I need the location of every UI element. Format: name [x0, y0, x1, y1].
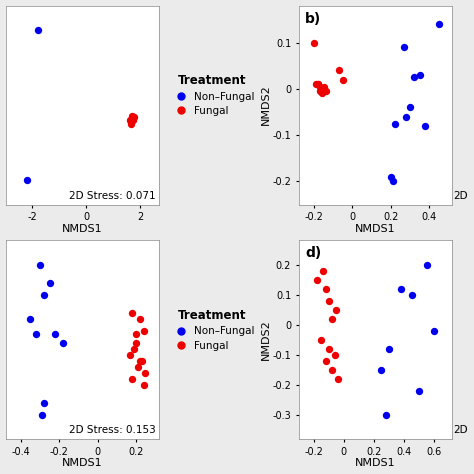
Point [36, 261, 44, 268]
Point [410, 73, 418, 81]
Point [316, 83, 324, 91]
Point [389, 178, 397, 185]
Point [128, 120, 135, 128]
X-axis label: NMDS1: NMDS1 [355, 458, 396, 468]
Point [312, 81, 320, 88]
Point [318, 90, 326, 97]
Point [391, 120, 399, 128]
Point [334, 375, 342, 383]
Point [430, 327, 438, 335]
Point [322, 357, 330, 365]
Point [132, 330, 140, 337]
Point [140, 382, 147, 389]
Point [319, 267, 327, 274]
Point [128, 116, 136, 123]
Point [46, 279, 54, 286]
Point [339, 76, 346, 83]
Point [325, 345, 333, 353]
Text: 2D Stress: 0.153: 2D Stress: 0.153 [69, 426, 156, 436]
Point [423, 261, 430, 268]
Point [401, 44, 408, 51]
Text: b): b) [305, 11, 321, 26]
Point [136, 315, 144, 323]
Point [126, 116, 134, 124]
Point [138, 357, 146, 365]
Point [130, 345, 138, 353]
Point [328, 315, 336, 323]
Text: d): d) [305, 246, 321, 260]
Point [40, 400, 48, 407]
Point [34, 27, 42, 34]
Legend: Non–Fungal, Fungal: Non–Fungal, Fungal [167, 71, 258, 119]
Point [136, 357, 144, 365]
X-axis label: NMDS1: NMDS1 [62, 458, 102, 468]
Point [127, 351, 134, 359]
Text: 2D: 2D [454, 426, 468, 436]
Point [23, 176, 31, 183]
Point [322, 285, 330, 292]
Y-axis label: NMDS2: NMDS2 [261, 319, 271, 360]
Point [378, 366, 385, 374]
Point [408, 291, 415, 299]
Point [318, 87, 326, 95]
Point [421, 122, 429, 130]
Point [382, 411, 390, 419]
Point [320, 83, 328, 91]
Point [128, 309, 136, 317]
Point [397, 285, 405, 292]
Point [127, 118, 135, 126]
Point [313, 276, 320, 283]
Point [128, 118, 135, 126]
Point [335, 66, 343, 74]
Point [325, 297, 333, 305]
Point [328, 366, 336, 374]
Point [387, 173, 395, 181]
Point [129, 114, 137, 121]
Point [310, 39, 318, 46]
Point [27, 315, 34, 323]
Point [132, 339, 140, 347]
Point [129, 117, 137, 124]
Point [318, 336, 325, 344]
Point [314, 81, 322, 88]
Point [322, 87, 329, 95]
Point [130, 113, 138, 121]
Y-axis label: NMDS2: NMDS2 [261, 85, 271, 126]
Point [128, 112, 136, 120]
Point [59, 339, 67, 347]
Point [38, 411, 46, 419]
Point [415, 387, 423, 395]
Point [331, 351, 339, 359]
Point [316, 87, 324, 95]
Point [128, 114, 136, 122]
Point [142, 369, 149, 377]
Text: 2D: 2D [454, 191, 468, 201]
Legend: Non–Fungal, Fungal: Non–Fungal, Fungal [167, 306, 258, 354]
Point [333, 306, 340, 314]
Point [52, 330, 59, 337]
Point [140, 327, 147, 335]
Point [32, 330, 40, 337]
X-axis label: NMDS1: NMDS1 [62, 224, 102, 234]
X-axis label: NMDS1: NMDS1 [355, 224, 396, 234]
Point [385, 345, 393, 353]
Point [402, 113, 410, 120]
Point [127, 118, 135, 125]
Point [134, 363, 142, 371]
Point [128, 375, 136, 383]
Point [129, 115, 137, 122]
Point [314, 81, 322, 88]
Point [416, 71, 423, 79]
Point [435, 20, 443, 28]
Point [406, 103, 414, 111]
Point [40, 291, 48, 299]
Text: 2D Stress: 0.071: 2D Stress: 0.071 [69, 191, 156, 201]
